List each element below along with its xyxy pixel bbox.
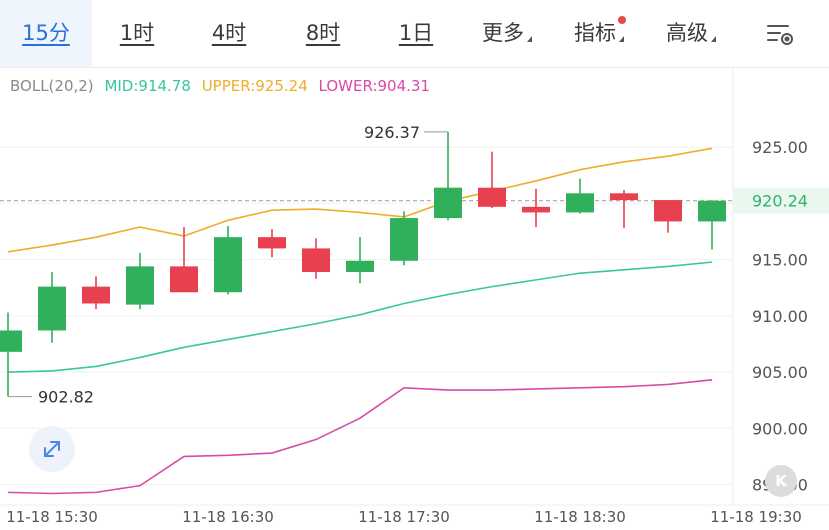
- boll-upper-line: [7, 147, 713, 253]
- legend-mid: MID:914.78: [104, 77, 191, 95]
- tab-3[interactable]: 8时: [276, 0, 370, 67]
- candle-body: [82, 286, 110, 304]
- x-tick-label: 11-18 18:30: [534, 508, 626, 526]
- expand-chart-button[interactable]: [29, 426, 75, 472]
- legend-name: BOLL(20,2): [10, 77, 94, 95]
- legend-upper: UPPER:925.24: [201, 77, 308, 95]
- y-tick-label: 900.00: [752, 419, 808, 438]
- boll-lower-line: [7, 379, 713, 495]
- tab-label: 更多: [482, 21, 524, 45]
- tab-label: 1日: [398, 21, 434, 45]
- candle-body: [610, 193, 638, 201]
- tab-2[interactable]: 4时: [182, 0, 276, 67]
- candle-body: [126, 266, 154, 305]
- notification-dot-icon: [618, 16, 626, 24]
- dropdown-caret-icon: [619, 36, 624, 42]
- tab-0[interactable]: 15分: [0, 0, 92, 67]
- candle-body: [170, 266, 198, 293]
- y-tick-label: 910.00: [752, 307, 808, 326]
- tab-label: 高级: [666, 21, 708, 45]
- tab-4[interactable]: 1日: [370, 0, 462, 67]
- candle-body: [698, 200, 726, 222]
- candle-body: [566, 193, 594, 213]
- chart-settings-icon[interactable]: [760, 18, 800, 50]
- tab-label: 指标: [574, 21, 616, 45]
- tab-6[interactable]: 指标: [552, 0, 646, 67]
- x-tick-label: 11-18 15:30: [6, 508, 98, 526]
- candle-body: [522, 206, 550, 213]
- expand-icon: [44, 441, 60, 457]
- tab-label: 4时: [211, 21, 247, 45]
- y-tick-label: 905.00: [752, 363, 808, 382]
- timeframe-tabs: 15分 1时 4时 8时 1日 更多 指标 高级: [0, 0, 829, 68]
- tab-label: 15分: [22, 21, 70, 45]
- tab-5[interactable]: 更多: [462, 0, 552, 67]
- x-tick-label: 11-18 17:30: [358, 508, 450, 526]
- candle-body: [346, 260, 374, 273]
- candle-body: [654, 200, 682, 222]
- candle-body: [0, 330, 22, 352]
- x-tick-label: 11-18 19:30: [710, 508, 802, 526]
- x-tick-label: 11-18 16:30: [182, 508, 274, 526]
- dropdown-caret-icon: [711, 36, 716, 42]
- dropdown-caret-icon: [527, 36, 532, 42]
- y-tick-label: 925.00: [752, 138, 808, 157]
- tab-label: 1时: [119, 21, 155, 45]
- candle-body: [434, 187, 462, 219]
- legend-lower: LOWER:904.31: [318, 77, 430, 95]
- boll-legend: BOLL(20,2) MID:914.78 UPPER:925.24 LOWER…: [10, 77, 436, 95]
- low-price-label: 902.82: [38, 388, 94, 407]
- tab-1[interactable]: 1时: [92, 0, 182, 67]
- boll-mid-line: [7, 261, 713, 373]
- current-price-tag: [733, 187, 829, 214]
- candle-body: [38, 286, 66, 331]
- tab-7[interactable]: 高级: [646, 0, 736, 67]
- tab-label: 8时: [305, 21, 341, 45]
- high-price-label: 926.37: [364, 123, 420, 142]
- y-tick-label: 915.00: [752, 251, 808, 270]
- candle-body: [390, 218, 418, 261]
- candle-body: [302, 248, 330, 273]
- candle-body: [214, 237, 242, 293]
- candle-body: [478, 187, 506, 207]
- watermark-logo: K: [765, 465, 797, 497]
- current-price-label: 920.24: [752, 192, 808, 211]
- candle-body: [258, 237, 286, 249]
